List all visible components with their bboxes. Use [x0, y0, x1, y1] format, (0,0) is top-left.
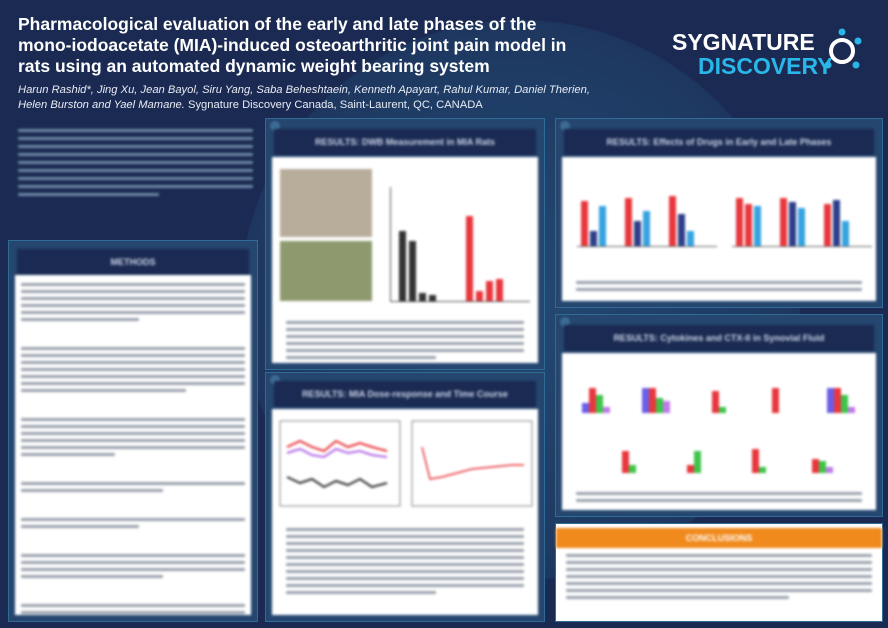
dose-body [272, 409, 538, 615]
author-list: Harun Rashid*, Jing Xu, Jean Bayol, Siru… [18, 84, 590, 111]
methods-panel: METHODS [8, 240, 258, 622]
drugs-panel: RESULTS: Effects of Drugs in Early and L… [555, 118, 883, 308]
conclusions-panel: CONCLUSIONS [555, 523, 883, 622]
dwb-panel: RESULTS: DWB Measurement in MIA Rats [265, 118, 545, 370]
cytokine-charts [582, 373, 862, 413]
time-course-chart [279, 420, 533, 507]
dose-header: RESULTS: MIA Dose-response and Time Cour… [274, 381, 536, 407]
cytokines-panel: RESULTS: Cytokines and CTX-II in Synovia… [555, 314, 883, 517]
panel-number-icon [270, 121, 280, 131]
logo-line2: DISCOVERY [698, 53, 833, 79]
poster-title: Pharmacological evaluation of the early … [18, 14, 567, 76]
methods-body [15, 275, 251, 615]
dwb-header: RESULTS: DWB Measurement in MIA Rats [274, 129, 536, 155]
early-phase-chart [577, 187, 717, 247]
cytokine-charts-2 [612, 433, 852, 473]
cytokines-header: RESULTS: Cytokines and CTX-II in Synovia… [564, 325, 874, 351]
drugs-header: RESULTS: Effects of Drugs in Early and L… [564, 129, 874, 155]
cytokines-body [562, 353, 876, 510]
introduction-text [18, 124, 253, 201]
dwb-chart [390, 187, 530, 302]
dwb-photo [280, 169, 372, 237]
authors: Harun Rashid*, Jing Xu, Jean Bayol, Siru… [18, 83, 618, 113]
affiliation: Sygnature Discovery Canada, Saint-Lauren… [188, 99, 483, 111]
conclusions-header: CONCLUSIONS [556, 528, 882, 548]
panel-number-icon [270, 375, 280, 385]
logo-ring-icon [824, 28, 862, 69]
dwb-photo-2 [280, 241, 372, 301]
logo: SYGNATURE DISCOVERY [672, 30, 833, 78]
drugs-body [562, 157, 876, 301]
panel-number-icon [560, 317, 570, 327]
dose-panel: RESULTS: MIA Dose-response and Time Cour… [265, 372, 545, 622]
dwb-body [272, 157, 538, 363]
panel-number-icon [560, 121, 570, 131]
methods-header: METHODS [17, 249, 249, 275]
logo-line1: SYGNATURE [672, 29, 815, 55]
late-phase-chart [732, 187, 872, 247]
